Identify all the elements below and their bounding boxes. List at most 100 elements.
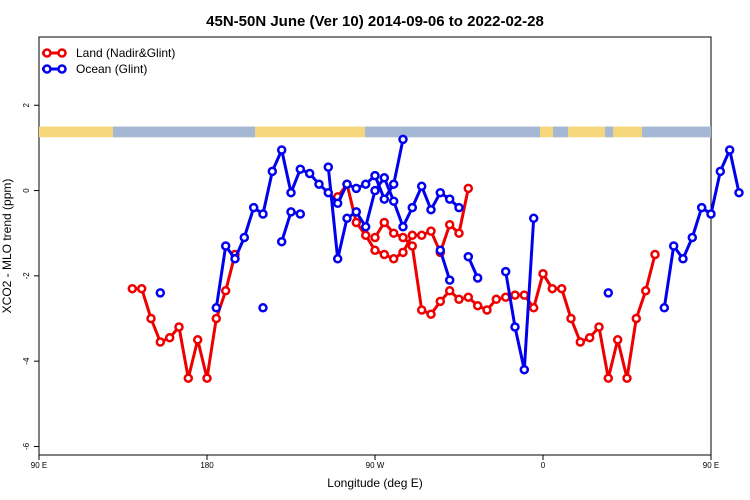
series-line	[214, 139, 405, 309]
data-point	[416, 305, 427, 315]
y-tick-label: 2	[22, 102, 31, 107]
data-point	[584, 332, 595, 343]
data-point	[360, 230, 371, 241]
data-point	[594, 322, 604, 332]
data-point	[435, 187, 446, 198]
data-point	[370, 245, 380, 256]
series-line	[132, 254, 237, 380]
data-point	[379, 217, 390, 228]
data-point	[202, 373, 212, 383]
data-point	[444, 194, 455, 204]
data-point	[407, 202, 418, 213]
data-point	[323, 187, 334, 198]
data-point	[407, 230, 418, 241]
data-point	[220, 286, 231, 296]
data-point	[388, 228, 399, 238]
y-tick-label: -6	[22, 442, 31, 450]
data-point	[500, 266, 511, 277]
data-point	[183, 373, 194, 383]
legend-marker	[42, 64, 52, 74]
data-point	[519, 290, 530, 300]
data-point	[323, 162, 334, 172]
data-point	[276, 236, 287, 247]
data-point	[603, 373, 614, 383]
data-point	[379, 249, 390, 260]
series-line	[662, 148, 741, 309]
data-point	[388, 196, 399, 206]
chart-title: 45N-50N June (Ver 10) 2014-09-06 to 2022…	[206, 13, 544, 30]
data-point	[426, 309, 436, 319]
data-point	[295, 209, 306, 219]
legend-label: Land (Nadir&Glint)	[76, 46, 175, 60]
data-point	[360, 222, 371, 232]
data-point	[360, 179, 371, 189]
legend: Land (Nadir&Glint) Ocean (Glint)	[42, 46, 175, 76]
legend-marker	[57, 48, 67, 58]
data-point	[164, 332, 175, 343]
data-point	[435, 245, 446, 256]
strip-ocean-block	[553, 126, 568, 138]
data-point	[575, 337, 586, 347]
data-point	[332, 198, 343, 209]
x-tick-label: 90 E	[703, 461, 719, 470]
data-point	[622, 373, 632, 383]
strip-ocean-block	[113, 126, 255, 138]
data-point	[640, 286, 651, 296]
data-point	[463, 183, 474, 194]
x-tick-label: 90 E	[31, 461, 47, 470]
data-point	[444, 219, 455, 230]
data-point	[398, 134, 408, 145]
data-point	[295, 164, 306, 174]
x-axis: 90 E 180 90 W 0 90 E	[31, 455, 719, 470]
data-point	[370, 185, 380, 196]
data-point	[566, 313, 576, 324]
data-point	[211, 313, 222, 324]
x-tick-label: 180	[200, 461, 214, 470]
data-point	[454, 202, 464, 213]
y-axis: -6 -4 -2 0 2	[22, 102, 39, 450]
data-point	[379, 194, 390, 204]
land-ocean-strip	[39, 126, 711, 138]
data-point	[146, 313, 156, 324]
data-point	[426, 226, 436, 236]
data-point	[230, 254, 240, 264]
data-point	[444, 275, 455, 285]
data-point	[211, 303, 222, 313]
data-point	[286, 187, 296, 198]
data-point	[276, 145, 287, 155]
data-point	[370, 170, 380, 181]
data-point	[258, 303, 268, 313]
data-point	[332, 254, 343, 264]
data-point	[370, 232, 380, 243]
y-tick-label: 0	[22, 188, 31, 193]
data-point	[631, 313, 642, 324]
data-point	[407, 241, 418, 251]
data-point	[556, 283, 567, 294]
data-point	[398, 247, 408, 258]
data-point	[388, 179, 399, 189]
data-point	[267, 166, 278, 177]
data-point	[342, 179, 352, 189]
data-point	[715, 166, 726, 177]
series-ocean	[155, 134, 744, 375]
y-tick-label: -4	[22, 357, 31, 365]
data-point	[342, 213, 352, 224]
data-point	[463, 251, 474, 262]
data-point	[388, 254, 399, 264]
data-point	[351, 217, 362, 228]
data-point	[444, 286, 455, 296]
strip-ocean-block	[605, 126, 613, 138]
data-point	[724, 145, 735, 155]
strip-ocean-block	[365, 126, 540, 138]
data-point	[454, 294, 464, 305]
series-layer	[127, 134, 744, 383]
x-tick-label: 90 W	[366, 461, 385, 470]
legend-marker	[42, 48, 52, 58]
data-point	[351, 183, 362, 194]
data-point	[314, 179, 324, 189]
data-point	[239, 232, 250, 243]
y-tick-label: -2	[22, 272, 31, 280]
data-point	[650, 249, 660, 260]
y-axis-label: XCO2 - MLO trend (ppm)	[0, 179, 14, 314]
